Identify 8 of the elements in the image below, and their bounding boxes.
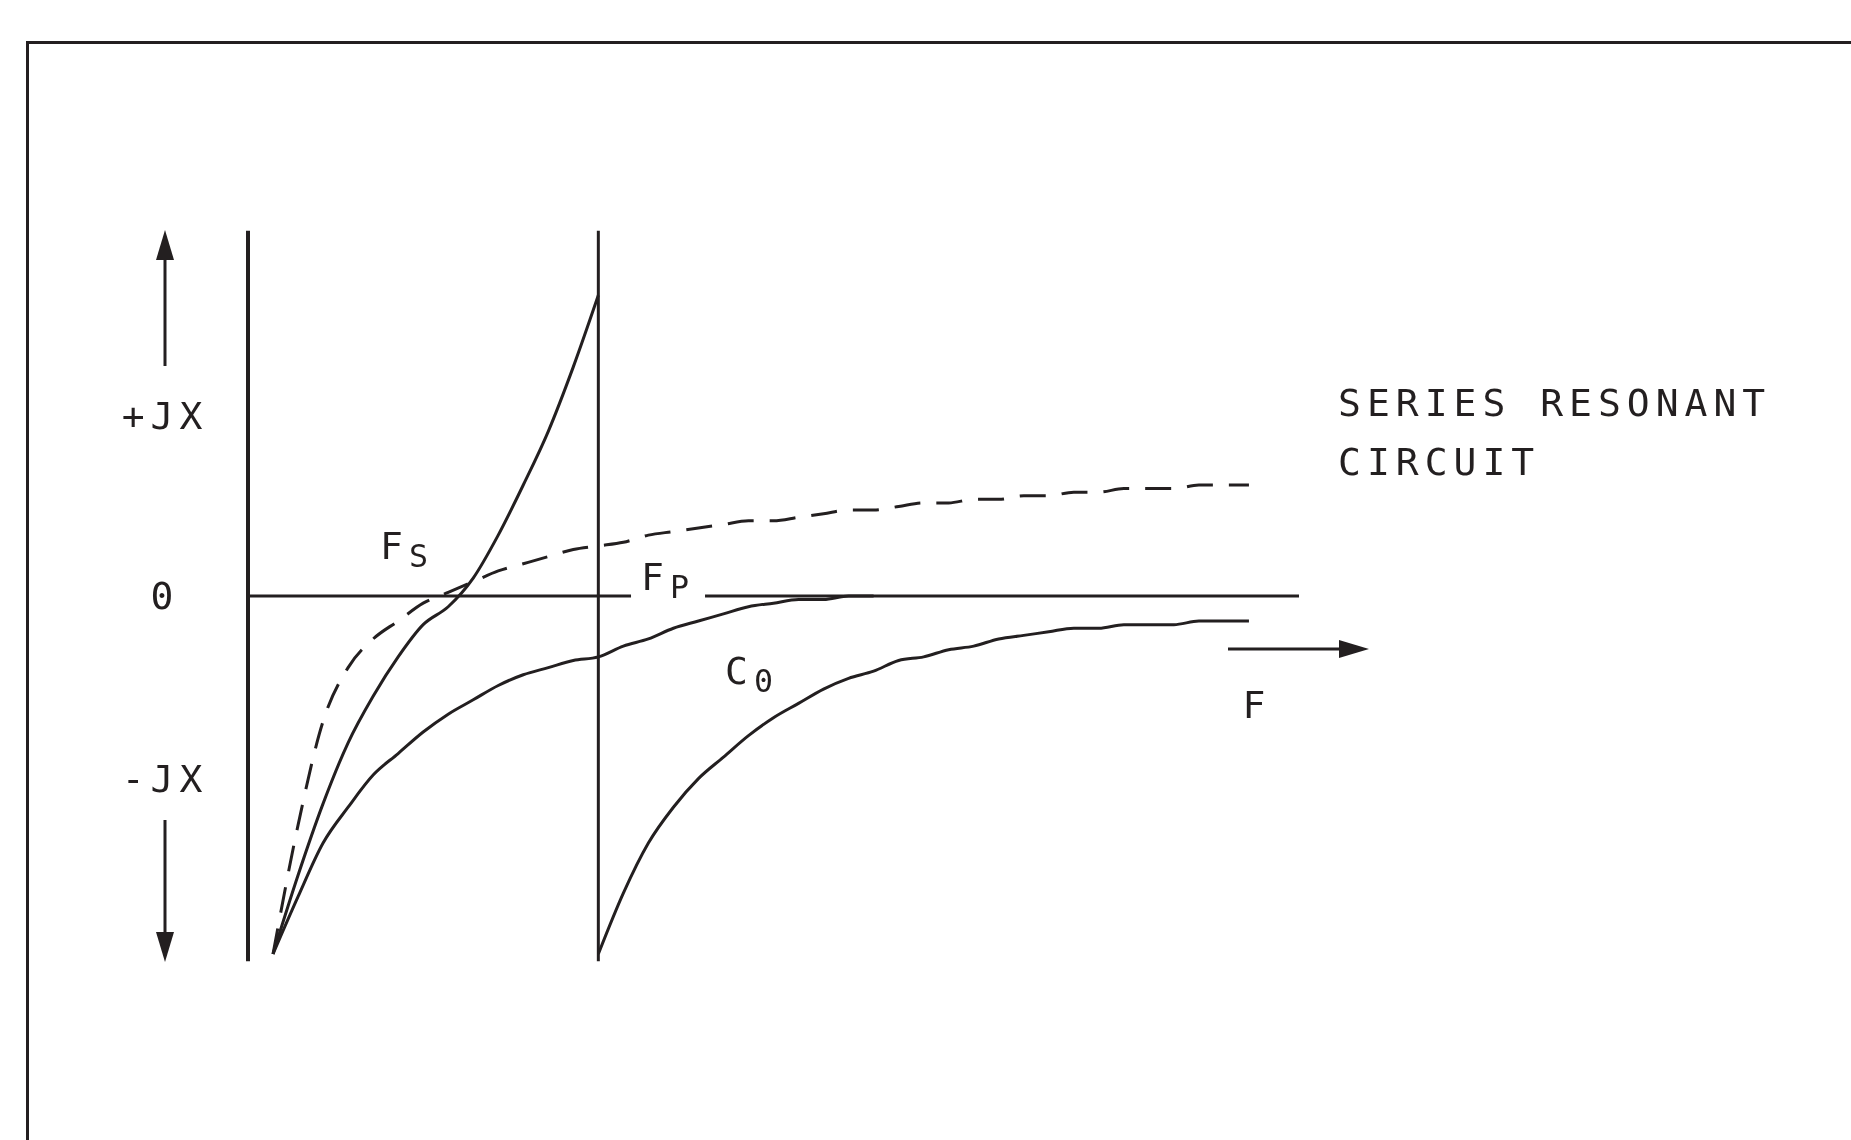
x-axis-title: F [1242, 681, 1272, 729]
annotation: F$_{P}$ [631, 547, 705, 613]
series-label: C$_{0}$ [725, 647, 779, 702]
text: +JX [121, 392, 209, 440]
text: SERIES RESONANT CIRCUIT [1338, 380, 1773, 486]
text: -JX [121, 755, 209, 803]
text: 0 [150, 572, 180, 620]
annotation: F$_{S}$ [380, 522, 434, 577]
